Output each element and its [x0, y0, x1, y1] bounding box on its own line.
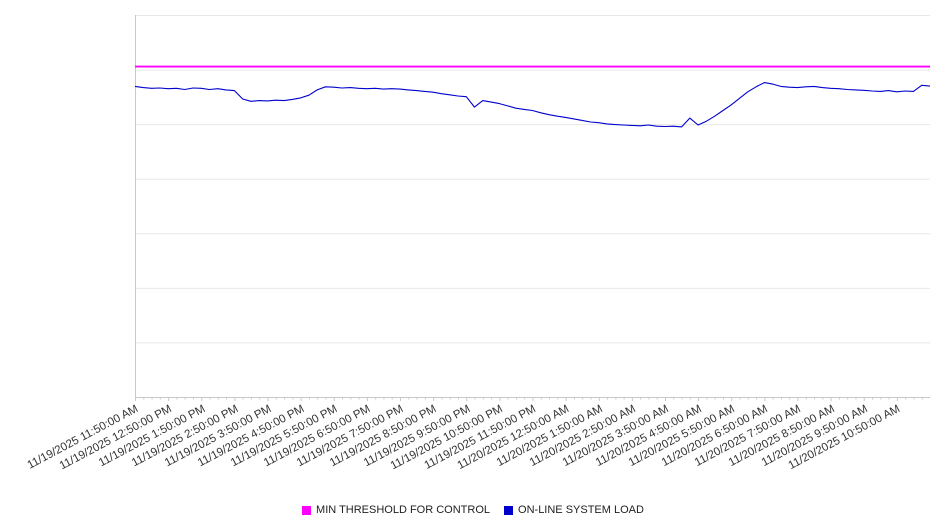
online-system-load-swatch — [504, 505, 514, 515]
line-chart-canvas — [135, 15, 930, 401]
legend-label-min-threshold: MIN THRESHOLD FOR CONTROL — [316, 504, 491, 516]
legend-label-online-system-load: ON-LINE SYSTEM LOAD — [518, 504, 644, 516]
x-axis-tick-labels: 11/19/2025 11:50:00 AM 11/19/2025 12:50:0… — [25, 403, 903, 473]
chart-legend: MIN THRESHOLD FOR CONTROL ON-LINE SYSTEM… — [0, 504, 946, 516]
legend-item-online-system-load: ON-LINE SYSTEM LOAD — [504, 504, 644, 516]
legend-item-min-threshold: MIN THRESHOLD FOR CONTROL — [302, 504, 490, 516]
min-threshold-swatch — [302, 505, 312, 515]
plot-area — [135, 15, 930, 403]
